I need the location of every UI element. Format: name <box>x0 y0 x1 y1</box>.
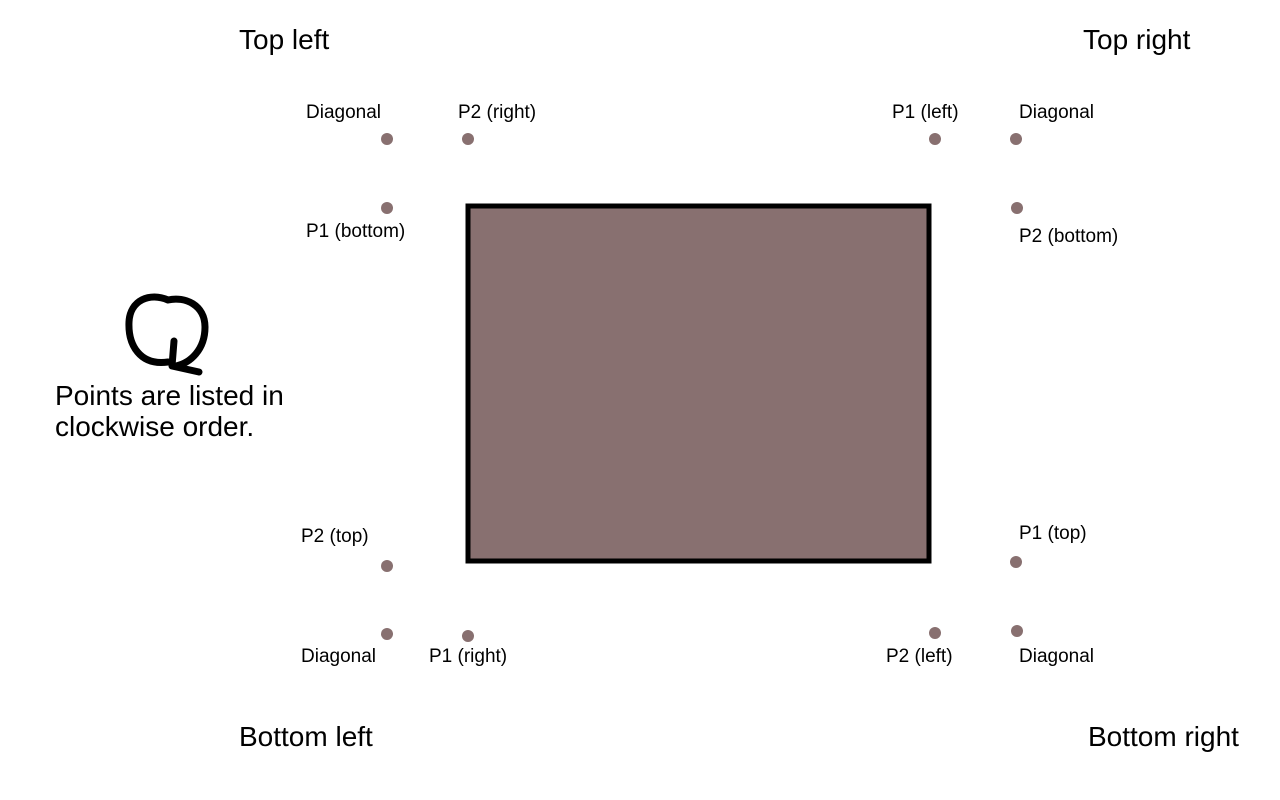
point-top-left-p1 <box>381 202 393 214</box>
label-bottom-right-p1: P1 (top) <box>1019 523 1087 544</box>
label-bottom-left-p1: P1 (right) <box>429 646 508 667</box>
label-top-right-p2: P2 (bottom) <box>1019 226 1119 247</box>
main-rectangle <box>465 203 932 564</box>
label-top-left-p2: P2 (right) <box>458 102 537 123</box>
clockwise-note-line-2: clockwise order. <box>55 411 255 442</box>
corner-title-top-right: Top right <box>1083 24 1191 55</box>
corner-title-bottom-right: Bottom right <box>1088 721 1239 752</box>
point-bottom-right-diagonal <box>1011 625 1023 637</box>
corner-title-top-left: Top left <box>239 24 330 55</box>
label-bottom-left-p2: P2 (top) <box>301 526 369 547</box>
clockwise-note: Points are listed in clockwise order. <box>55 380 325 442</box>
point-bottom-left-p1 <box>462 630 474 642</box>
point-bottom-left-p2 <box>381 560 393 572</box>
corner-title-bottom-left: Bottom left <box>239 721 373 752</box>
point-top-left-diagonal <box>381 133 393 145</box>
label-top-left-diagonal: Diagonal <box>306 102 381 123</box>
point-bottom-right-p2 <box>929 627 941 639</box>
label-top-right-p1: P1 (left) <box>892 102 959 123</box>
label-top-right-diagonal: Diagonal <box>1019 102 1094 123</box>
point-bottom-left-diagonal <box>381 628 393 640</box>
label-bottom-right-p2: P2 (left) <box>886 646 953 667</box>
point-bottom-right-p1 <box>1010 556 1022 568</box>
clockwise-note-line-1: Points are listed in <box>55 380 284 411</box>
point-top-right-p2 <box>1011 202 1023 214</box>
label-top-left-p1: P1 (bottom) <box>306 221 406 242</box>
clockwise-arrow-icon <box>125 293 209 376</box>
point-top-right-diagonal <box>1010 133 1022 145</box>
point-top-left-p2 <box>462 133 474 145</box>
label-bottom-right-diagonal: Diagonal <box>1019 646 1094 667</box>
point-top-right-p1 <box>929 133 941 145</box>
label-bottom-left-diagonal: Diagonal <box>301 646 376 667</box>
